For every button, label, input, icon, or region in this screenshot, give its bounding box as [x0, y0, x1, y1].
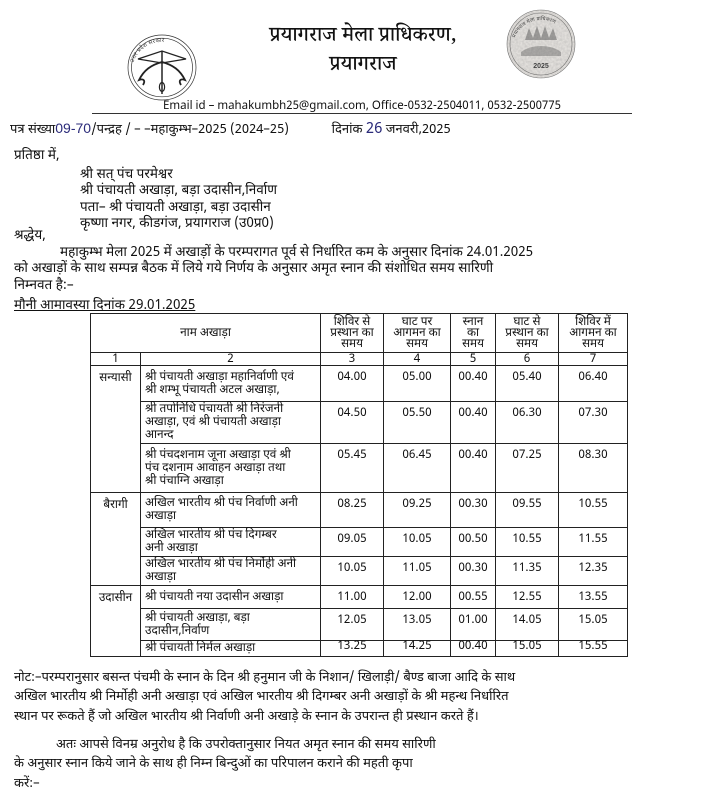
- svg-text:उत्तर प्रदेश सरकार: उत्तर प्रदेश सरकार: [130, 38, 165, 64]
- svg-text:2025: 2025: [533, 63, 549, 70]
